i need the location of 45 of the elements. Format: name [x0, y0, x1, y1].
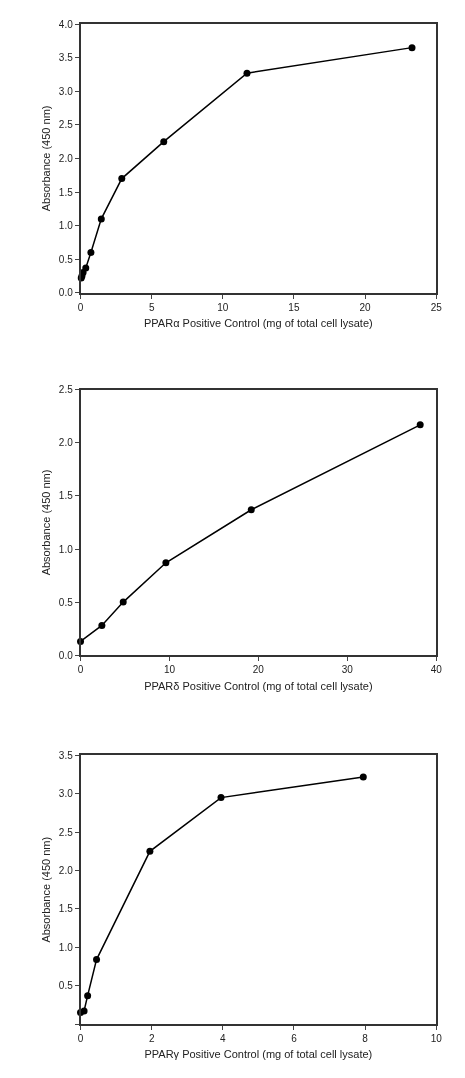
y-tick-label: 1.0 [58, 220, 74, 232]
y-tick-label: 4.0 [58, 18, 74, 30]
y-tick-label: 2.5 [58, 826, 74, 838]
y-axis-title: Absorbance (450 nm) [40, 469, 53, 576]
y-axis-title: Absorbance (450 nm) [40, 836, 53, 943]
y-tick-label: 2.0 [58, 865, 74, 877]
y-axis-title: Absorbance (450 nm) [40, 105, 53, 212]
x-tick-label: 5 [148, 301, 155, 313]
y-tick-label: 2.5 [58, 119, 74, 131]
y-tick-label: 0.5 [58, 980, 74, 992]
y-tick-label: 3.0 [58, 85, 74, 97]
y-tick-label: 2.0 [58, 437, 74, 449]
x-axis-title: PPARα Positive Control (mg of total cell lysate) [144, 317, 373, 330]
x-tick-label: 0 [77, 301, 84, 313]
y-tick-label: 0.5 [58, 253, 74, 265]
x-tick-label: 15 [288, 301, 300, 313]
y-tick-label: 1.5 [58, 490, 74, 502]
y-tick-label: 0.5 [58, 596, 74, 608]
x-tick-label: 4 [220, 1032, 227, 1044]
y-tick-label: 0.0 [58, 287, 74, 299]
x-tick-label: 10 [217, 301, 229, 313]
y-tick-label: 3.5 [58, 52, 74, 64]
y-tick-label: 1.5 [58, 903, 74, 915]
x-tick-label: 10 [163, 663, 176, 675]
x-tick-label: 25 [430, 301, 443, 313]
x-tick-label: 40 [430, 663, 443, 675]
y-tick-label: 1.5 [58, 186, 74, 198]
x-tick-label: 20 [359, 301, 372, 313]
y-tick-label: 3.0 [58, 788, 74, 800]
y-tick-label: 1.0 [58, 543, 74, 555]
y-tick-label: 0.0 [58, 649, 74, 661]
x-tick-label: 2 [148, 1032, 155, 1044]
y-tick-label: 3.5 [58, 749, 74, 761]
x-axis-title: PPARδ Positive Control (mg of total cell lysate) [144, 679, 373, 692]
x-tick-label: 30 [341, 663, 354, 675]
y-tick-label: 1.0 [58, 941, 74, 953]
x-axis-title: PPARγ Positive Control (mg of total cell lysate) [144, 1048, 373, 1061]
x-tick-label: 10 [430, 1032, 443, 1044]
x-tick-label: 20 [252, 663, 265, 675]
x-tick-label: 0 [77, 663, 84, 675]
x-tick-label: 0 [77, 1032, 84, 1044]
y-tick-label: 2.0 [58, 152, 74, 164]
y-tick-label: 2.5 [58, 384, 74, 396]
x-tick-label: 8 [362, 1032, 369, 1044]
x-tick-label: 6 [291, 1032, 298, 1044]
